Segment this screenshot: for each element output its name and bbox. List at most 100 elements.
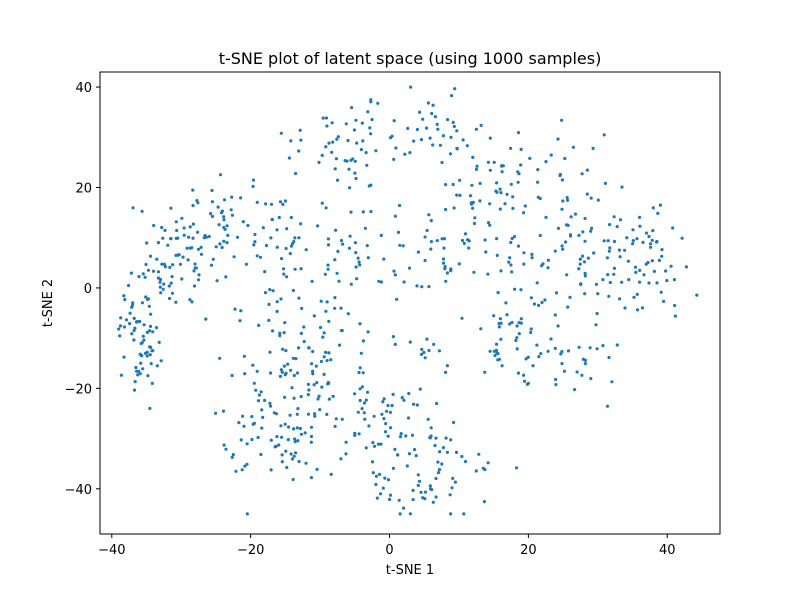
data-point (241, 220, 245, 224)
data-point (519, 147, 523, 151)
data-point (188, 298, 192, 302)
data-point (672, 278, 677, 282)
data-point (240, 468, 244, 472)
data-point (441, 134, 445, 138)
data-point (695, 293, 699, 297)
data-point (295, 371, 299, 375)
data-point (168, 265, 172, 269)
data-point (155, 364, 159, 368)
data-point (287, 425, 291, 429)
data-point (281, 267, 286, 271)
data-point (245, 512, 249, 516)
data-point (140, 301, 144, 305)
data-point (309, 476, 313, 480)
data-point (623, 306, 627, 310)
data-point (496, 358, 500, 362)
data-point (255, 369, 259, 373)
data-point (314, 364, 318, 368)
data-point (606, 273, 610, 277)
data-point (442, 246, 446, 250)
data-point (477, 452, 481, 456)
data-point (500, 164, 504, 168)
data-point (394, 146, 398, 150)
data-point (284, 349, 288, 353)
data-point (231, 453, 235, 457)
data-point (665, 279, 669, 283)
data-point (442, 237, 447, 241)
data-point (263, 291, 268, 295)
data-point (307, 388, 311, 392)
data-point (169, 281, 173, 285)
data-point (554, 291, 559, 295)
data-point (309, 440, 313, 444)
data-point (411, 402, 416, 406)
data-point (403, 152, 407, 156)
data-point (252, 243, 256, 247)
data-point (391, 466, 395, 470)
data-point (460, 238, 465, 243)
data-point (402, 398, 406, 402)
data-point (673, 303, 677, 308)
data-point (425, 126, 429, 130)
data-point (349, 158, 353, 162)
data-point (444, 207, 448, 212)
data-point (568, 233, 573, 237)
data-point (549, 337, 553, 341)
data-point (578, 262, 582, 266)
data-point (187, 235, 191, 239)
data-point (452, 420, 456, 425)
data-point (210, 188, 214, 193)
data-point (306, 412, 311, 416)
data-point (659, 290, 663, 294)
data-point (398, 243, 402, 247)
data-point (192, 284, 197, 288)
data-point (428, 484, 432, 488)
data-point (454, 450, 459, 454)
data-point (612, 266, 617, 270)
data-point (180, 277, 184, 281)
data-point (311, 372, 315, 376)
data-point (591, 146, 595, 150)
data-point (588, 346, 592, 350)
data-point (176, 253, 180, 257)
data-point (583, 358, 588, 362)
data-point (638, 224, 642, 228)
data-point (133, 326, 137, 330)
data-point (126, 283, 131, 288)
data-point (287, 156, 291, 160)
data-point (362, 411, 366, 415)
data-point (141, 367, 145, 371)
data-point (285, 227, 289, 231)
data-point (346, 138, 350, 143)
data-point (289, 215, 293, 220)
data-point (561, 199, 565, 203)
data-point (435, 239, 439, 243)
data-point (530, 256, 534, 260)
data-point (660, 248, 664, 252)
data-point (221, 409, 226, 413)
data-point (488, 223, 492, 227)
data-point (635, 237, 639, 241)
data-point (361, 339, 365, 343)
data-point (423, 497, 427, 501)
data-point (369, 100, 373, 104)
data-point (251, 363, 255, 367)
data-point (278, 374, 282, 378)
data-point (537, 303, 541, 307)
data-point (627, 278, 631, 282)
data-point (263, 270, 267, 274)
data-point (209, 212, 213, 216)
data-point (526, 355, 530, 359)
data-point (191, 188, 195, 192)
data-point (191, 222, 195, 226)
data-point (296, 439, 300, 443)
data-point (144, 295, 148, 299)
data-point (239, 196, 243, 200)
data-point (122, 325, 127, 329)
data-point (154, 326, 159, 330)
data-point (353, 241, 357, 245)
data-point (315, 381, 319, 385)
data-point (553, 313, 557, 317)
data-point (299, 395, 303, 399)
data-point (585, 192, 589, 196)
